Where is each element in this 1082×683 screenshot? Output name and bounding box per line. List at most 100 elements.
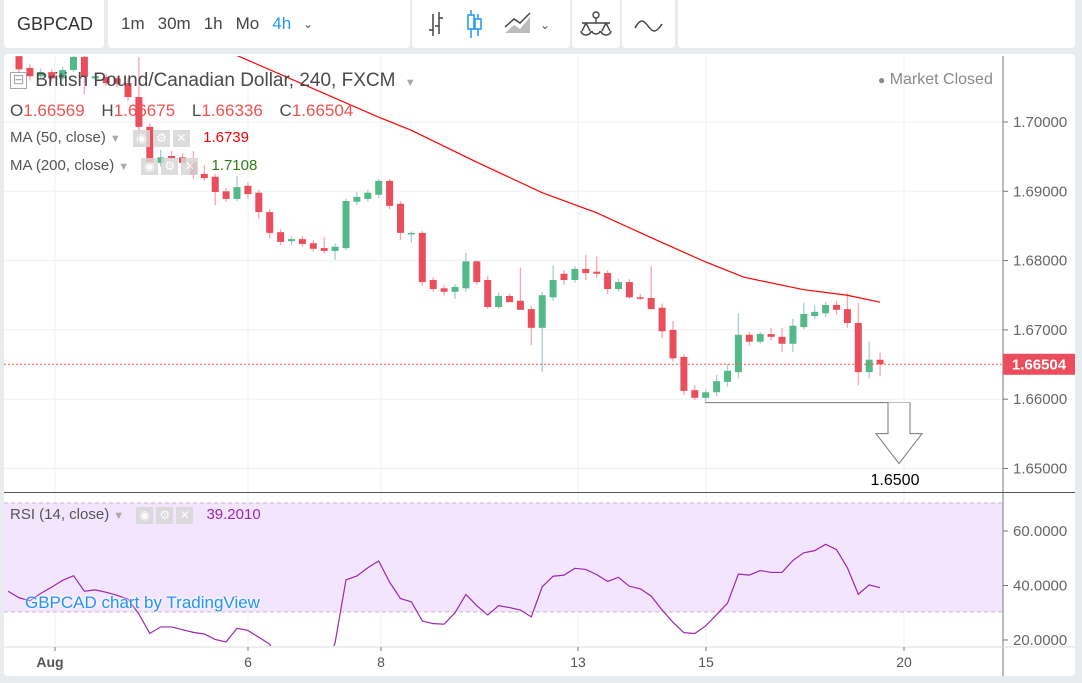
low-label: L (191, 101, 202, 120)
rsi-caret-icon[interactable]: ▼ (113, 510, 125, 522)
candle-body (70, 56, 77, 71)
candle-body (364, 192, 372, 199)
ma200-caret-icon[interactable]: ▼ (118, 161, 130, 173)
candle-body (429, 280, 437, 290)
market-status-text: Market Closed (889, 71, 993, 88)
collapse-legend-icon[interactable]: ⊟ (10, 72, 27, 90)
chart-type-group: ⌄ (412, 0, 570, 48)
candle-body (756, 334, 764, 342)
series-menu-caret-icon[interactable]: ▼ (404, 77, 416, 89)
candle-body (734, 334, 742, 373)
down-arrow-icon (874, 402, 924, 465)
rsi-remove-icon[interactable]: ✕ (176, 506, 194, 524)
candle (571, 266, 579, 283)
candle-body (843, 309, 851, 323)
candle (593, 256, 601, 278)
candle (865, 341, 873, 379)
candle (680, 354, 688, 396)
candle (26, 63, 34, 81)
candle-body (691, 390, 699, 398)
bar-chart-icon[interactable] (429, 12, 443, 36)
candle-body (516, 300, 524, 310)
candle-body (59, 70, 67, 79)
candle (440, 284, 448, 296)
candle-body (473, 261, 481, 283)
target-annotation[interactable] (705, 402, 924, 465)
price-axis[interactable]: 1.70000 1.69000 1.68000 1.67000 1.66000 1.650… (1003, 114, 1067, 478)
timeframe-mo[interactable]: Mo (235, 14, 260, 33)
indicators-button[interactable] (572, 0, 620, 48)
ma50-visibility-icon[interactable]: ◉ (132, 129, 150, 147)
price-tick-label: 1.70000 (1013, 114, 1067, 131)
timeframe-chevron-icon[interactable]: ⌄ (303, 17, 314, 31)
rsi-tick-label: 20.0000 (1013, 632, 1067, 649)
area-chart-icon[interactable] (504, 12, 531, 33)
time-tick-label: 6 (244, 654, 252, 670)
price-tick-label: 1.66000 (1013, 391, 1067, 408)
ma200-legend[interactable]: MA (200, close) ▼ ◉ ⚙ ✕ 1.7108 (10, 157, 257, 175)
rsi-axis[interactable]: 60.0000 40.0000 20.0000 (1003, 523, 1067, 649)
timeframe-1m[interactable]: 1m (121, 14, 145, 33)
ma50-caret-icon[interactable]: ▼ (109, 133, 121, 145)
market-status: ● Market Closed (878, 71, 993, 89)
candle-body (593, 271, 601, 274)
ma50-settings-icon[interactable]: ⚙ (152, 129, 170, 147)
rsi-settings-icon[interactable]: ⚙ (156, 506, 174, 524)
rsi-legend[interactable]: RSI (14, close) ▼ ◉ ⚙ ✕ 39.2010 (10, 506, 261, 524)
timeframe-1h[interactable]: 1h (203, 14, 223, 33)
time-tick-label: Aug (36, 654, 63, 670)
candle (822, 302, 830, 318)
timeframe-4h[interactable]: 4h (272, 14, 292, 33)
compare-button[interactable] (622, 0, 675, 48)
ma200-settings-icon[interactable]: ⚙ (161, 157, 179, 175)
ma200-visibility-icon[interactable]: ◉ (141, 157, 159, 175)
last-price-text: 1.66504 (1012, 356, 1067, 373)
timeframe-30m[interactable]: 30m (157, 14, 191, 33)
candle (625, 279, 633, 299)
candle-body (811, 311, 819, 317)
candle (429, 277, 437, 292)
low-value: 1.66336 (201, 101, 263, 120)
candle (495, 292, 503, 310)
ma50-legend[interactable]: MA (50, close) ▼ ◉ ⚙ ✕ 1.6739 (10, 129, 249, 147)
candle-body (538, 295, 546, 328)
candle (397, 201, 404, 240)
timeframe-group: 1m 30m 1h Mo 4h ⌄ (108, 0, 410, 48)
candle (48, 69, 56, 82)
time-axis[interactable]: Aug 6 8 13 15 20 (36, 647, 912, 670)
price-tick-label: 1.69000 (1013, 183, 1067, 200)
candle-body (876, 359, 884, 365)
candle-body (800, 313, 808, 328)
candle-body (386, 180, 394, 206)
candle-body (506, 295, 513, 303)
series-title[interactable]: ⊟ British Pound/Canadian Dollar, 240, FX… (10, 70, 424, 92)
candle-body (778, 336, 786, 344)
candle-body (440, 288, 448, 292)
chart-type-chevron-icon[interactable]: ⌄ (540, 18, 550, 32)
candle-body (527, 309, 535, 328)
candle (854, 302, 862, 386)
watermark[interactable]: GBPCAD chart by TradingView (25, 593, 260, 612)
candle (549, 265, 557, 301)
candle-body (702, 392, 710, 398)
candle (102, 73, 110, 86)
close-value: 1.66504 (291, 101, 354, 120)
symbol-search-button[interactable]: GBPCAD (4, 0, 104, 48)
candle-body (102, 76, 110, 84)
candle (789, 318, 797, 353)
candle (756, 331, 764, 344)
candle (91, 73, 99, 81)
status-dot-icon: ● (878, 73, 886, 87)
rsi-visibility-icon[interactable]: ◉ (136, 506, 154, 524)
candle (266, 209, 274, 239)
series-title-text: British Pound/Canadian Dollar, 240, FXCM (35, 70, 396, 91)
candle-body (26, 67, 34, 77)
candlestick-icon[interactable] (467, 10, 482, 38)
ma50-remove-icon[interactable]: ✕ (172, 129, 190, 147)
candle-body (658, 307, 666, 332)
ma200-remove-icon[interactable]: ✕ (181, 157, 199, 175)
candle (636, 293, 644, 301)
time-tick-label: 8 (377, 654, 385, 670)
candle-body (833, 304, 840, 310)
candle (70, 56, 77, 73)
